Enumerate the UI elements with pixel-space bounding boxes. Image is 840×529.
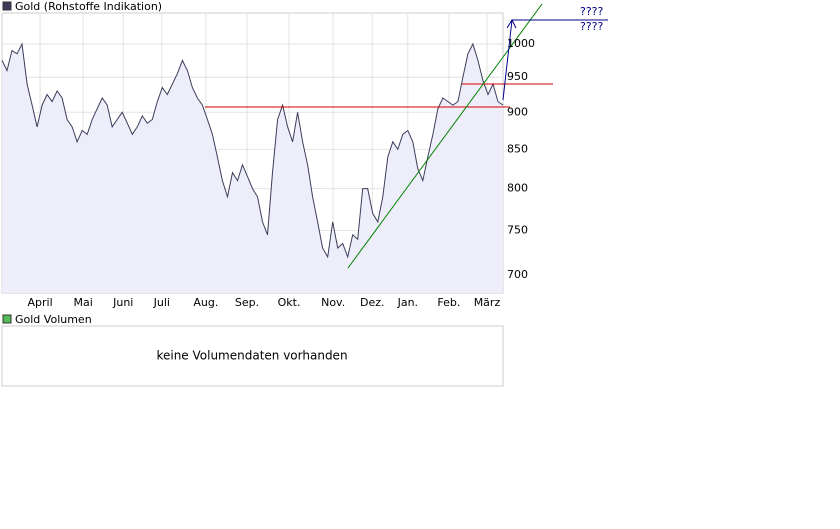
y-tick-label: 900	[507, 105, 528, 118]
x-tick-label: Dez.	[360, 296, 385, 309]
x-tick-label: April	[27, 296, 52, 309]
legend-swatch	[2, 314, 12, 324]
trend-line	[347, 3, 543, 269]
x-tick-label: Feb.	[437, 296, 460, 309]
legend-swatch	[2, 1, 12, 11]
area	[2, 44, 503, 293]
annotation: ????	[580, 20, 604, 33]
no-data-message: keine Volumendaten vorhanden	[156, 349, 347, 363]
arrow-head	[506, 18, 517, 29]
y-tick-label: 950	[507, 70, 528, 83]
price-line	[1, 42, 504, 259]
y-tick-label: 700	[507, 268, 528, 281]
x-tick-label: Jan.	[397, 296, 418, 309]
x-tick-label: Nov.	[321, 296, 345, 309]
x-tick-label: Aug.	[193, 296, 218, 309]
annotation: ????	[580, 5, 604, 18]
x-tick-label: Sep.	[235, 296, 259, 309]
y-tick-label: 1000	[507, 37, 535, 50]
y-tick-label: 850	[507, 142, 528, 155]
volume-panel	[1, 325, 504, 387]
x-tick-label: Okt.	[278, 296, 301, 309]
y-tick-label: 800	[507, 182, 528, 195]
x-tick-label: Juni	[112, 296, 133, 309]
x-tick-label: März	[474, 296, 501, 309]
legend-label: Gold (Rohstoffe Indikation)	[15, 0, 162, 13]
x-tick-label: Juli	[153, 296, 170, 309]
volume-title: Gold Volumen	[15, 313, 92, 326]
x-tick-label: Mai	[74, 296, 93, 309]
y-tick-label: 750	[507, 223, 528, 236]
